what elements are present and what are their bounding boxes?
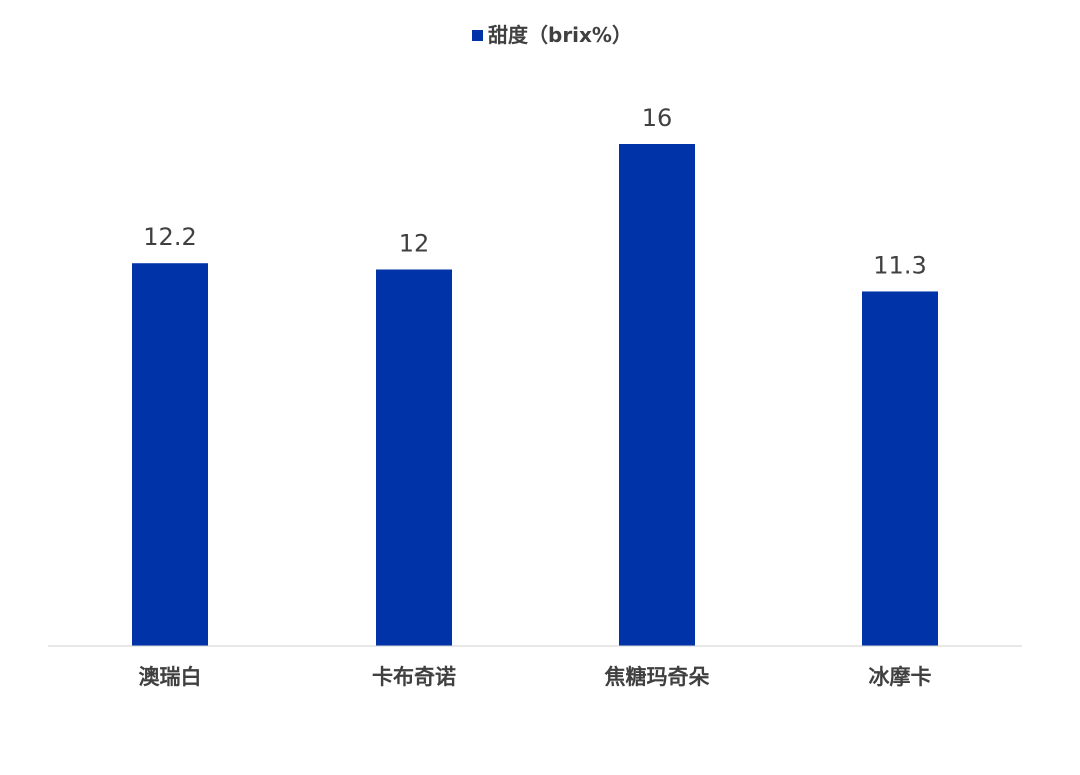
- legend: 甜度（brix%）: [472, 23, 632, 47]
- data-label: 12: [399, 230, 430, 258]
- bar: [132, 263, 208, 646]
- category-label: 冰摩卡: [869, 665, 932, 689]
- bar: [862, 291, 938, 646]
- legend-swatch: [472, 30, 483, 41]
- bar: [619, 144, 695, 646]
- category-label: 澳瑞白: [139, 665, 202, 689]
- data-label: 16: [642, 104, 673, 132]
- plot-area: 12.2 澳瑞白 12 卡布奇诺 16 焦糖玛奇朵 11.3 冰摩卡: [132, 104, 938, 689]
- data-label: 12.2: [143, 223, 196, 251]
- data-label: 11.3: [873, 251, 926, 279]
- category-label: 焦糖玛奇朵: [604, 665, 710, 689]
- bar: [376, 269, 452, 646]
- legend-label: 甜度（brix%）: [488, 23, 632, 47]
- category-label: 卡布奇诺: [372, 665, 456, 689]
